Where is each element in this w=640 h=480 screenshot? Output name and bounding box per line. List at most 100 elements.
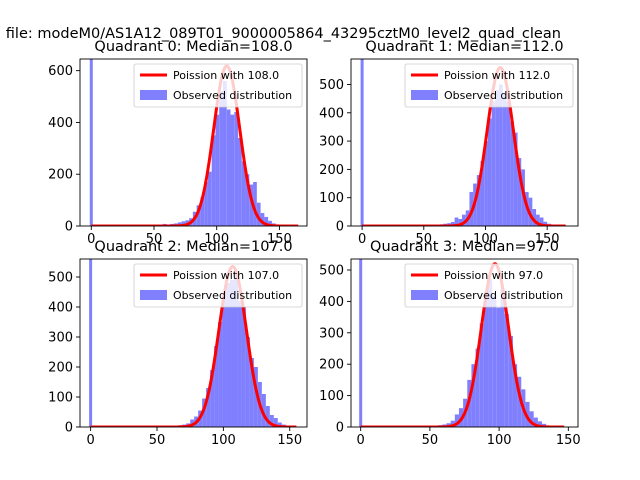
legend-entry-fit: Poission with 112.0 xyxy=(444,69,550,82)
histogram-bar-zero xyxy=(360,59,364,226)
histogram-bar xyxy=(237,301,242,427)
histogram-bar xyxy=(253,367,258,427)
x-tick-label: 100 xyxy=(211,433,236,448)
histogram-bar xyxy=(487,118,492,226)
histogram-bar xyxy=(245,174,250,226)
histogram-bar xyxy=(177,222,182,226)
legend-box xyxy=(404,263,574,308)
x-tick-label: 150 xyxy=(267,232,292,247)
histogram-bar xyxy=(207,171,212,226)
axes-frame xyxy=(350,58,579,227)
histogram-bar xyxy=(261,394,266,427)
legend: Poission with 108.0 Observed distribution xyxy=(133,63,303,108)
histogram-bar xyxy=(504,313,509,427)
y-tick-label: 200 xyxy=(48,361,73,376)
legend-patch-swatch xyxy=(140,290,167,300)
histogram-bar xyxy=(265,406,270,427)
histogram-bar xyxy=(480,160,485,226)
histogram-bar xyxy=(214,346,219,427)
y-tick-label: 0 xyxy=(65,421,73,436)
histogram-bar xyxy=(479,323,484,427)
poisson-fit-line xyxy=(89,265,298,427)
axes-frame xyxy=(79,258,308,428)
x-tick-label: 150 xyxy=(277,433,302,448)
x-tick-label: 0 xyxy=(358,232,366,247)
x-tick-label: 50 xyxy=(149,433,166,448)
legend-entry-observed: Observed distribution xyxy=(444,89,563,102)
histogram-bar xyxy=(502,92,507,226)
axes-frame xyxy=(350,258,579,428)
histogram-bar xyxy=(476,175,481,226)
plot-area xyxy=(359,259,565,427)
histogram-bar xyxy=(537,421,543,427)
histogram-bar xyxy=(484,141,488,226)
histogram-bar xyxy=(249,184,254,226)
histogram-bar xyxy=(499,84,503,226)
y-tick-label: 0 xyxy=(336,421,344,436)
histogram-bar xyxy=(222,81,227,226)
histogram-bar xyxy=(450,222,455,226)
histogram-bar xyxy=(533,417,538,427)
x-tick-label: 0 xyxy=(87,232,95,247)
x-tick-label: 150 xyxy=(535,232,560,247)
y-tick-label: 100 xyxy=(48,391,73,406)
poisson-fit-line xyxy=(90,64,300,226)
y-tick-label: 0 xyxy=(65,220,73,235)
y-tick-label: 500 xyxy=(319,78,344,93)
x-tick-label: 0 xyxy=(86,433,94,448)
legend-box xyxy=(133,63,303,108)
subplot-quadrant-0: Quadrant 0: Median=108.0 0 50 100 150 0 200 400… xyxy=(48,39,308,247)
legend-entry-observed: Observed distribution xyxy=(173,89,292,102)
y-tick-label: 200 xyxy=(319,358,344,373)
x-tick-label: 50 xyxy=(416,232,433,247)
subplot-quadrant-2: Quadrant 2: Median=107.0 0 50 100 150 0 100 200… xyxy=(48,239,308,448)
plot-area xyxy=(89,259,298,427)
histogram-bar xyxy=(539,217,544,226)
histogram-bar xyxy=(256,202,261,226)
legend-entry-fit: Poission with 107.0 xyxy=(173,269,279,282)
histogram-bar xyxy=(218,322,223,427)
histogram-bar xyxy=(268,220,272,226)
histogram-bar xyxy=(245,337,250,427)
subplot-quadrant-3: Quadrant 3: Median=97.0 0 50 100 150 0 100 200 3… xyxy=(319,239,581,448)
y-tick-label: 200 xyxy=(48,168,73,183)
legend-patch-swatch xyxy=(140,90,167,100)
legend-box xyxy=(404,63,574,108)
histogram-bar xyxy=(219,91,223,226)
histogram-bar xyxy=(273,418,278,427)
legend-box xyxy=(133,263,303,308)
y-tick-label: 300 xyxy=(319,135,344,150)
legend-patch-swatch xyxy=(411,290,438,300)
histogram-bar xyxy=(241,307,246,427)
histogram-bar xyxy=(264,216,269,226)
histogram-bar xyxy=(238,137,242,226)
x-tick-label: 100 xyxy=(487,433,512,448)
histogram-bar xyxy=(510,121,514,226)
poisson-fit-line xyxy=(359,262,565,427)
poisson-fit-line xyxy=(361,65,567,226)
y-tick-label: 200 xyxy=(319,163,344,178)
histogram-bar xyxy=(543,221,548,226)
legend-entry-fit: Poission with 108.0 xyxy=(173,69,279,82)
plot-area xyxy=(89,59,300,226)
x-tick-label: 150 xyxy=(556,433,581,448)
legend-entry-observed: Observed distribution xyxy=(444,289,563,302)
histogram-bar xyxy=(458,218,463,226)
subplot-title: Quadrant 3: Median=97.0 xyxy=(370,239,559,255)
histogram-bar xyxy=(260,213,265,226)
y-tick-label: 300 xyxy=(319,326,344,341)
histogram-bar xyxy=(230,114,235,226)
histogram-bar xyxy=(529,411,534,427)
histogram-bar xyxy=(506,101,511,226)
histogram-bar xyxy=(475,348,480,427)
histogram-bar xyxy=(215,114,220,226)
histogram-bar-zero xyxy=(359,259,363,427)
y-tick-label: 400 xyxy=(48,301,73,316)
figure-suptitle: n file: modeM0/AS1A12_089T01_9000005864_… xyxy=(0,26,561,42)
histogram-bar xyxy=(269,415,274,427)
histogram-bar xyxy=(512,364,518,427)
x-tick-label: 50 xyxy=(422,433,439,448)
histogram-bar xyxy=(211,135,216,226)
histogram-bar xyxy=(508,335,513,427)
